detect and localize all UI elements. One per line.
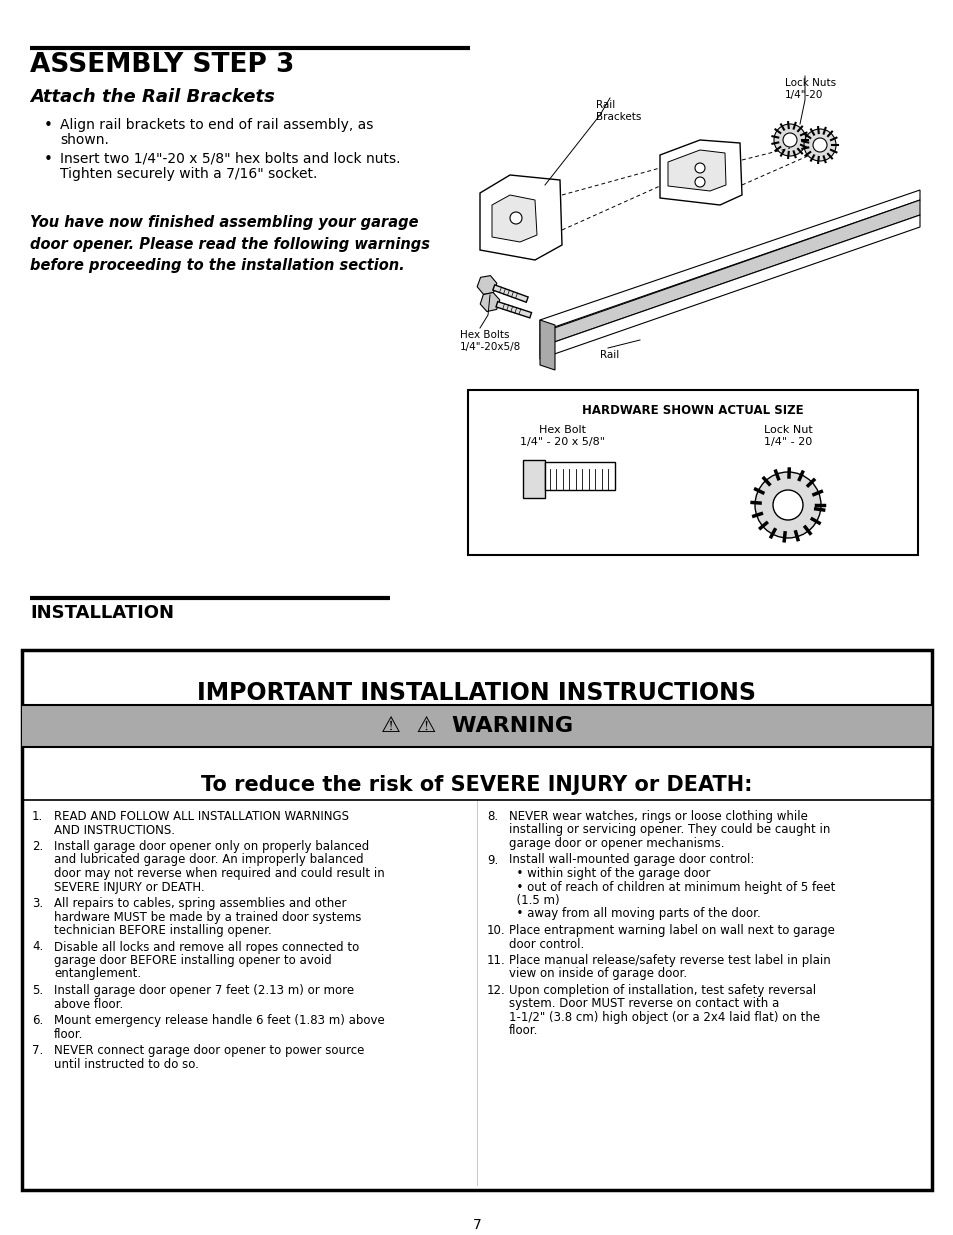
Circle shape bbox=[695, 163, 704, 173]
Text: Insert two 1/4"-20 x 5/8" hex bolts and lock nuts.: Insert two 1/4"-20 x 5/8" hex bolts and … bbox=[60, 152, 400, 165]
Text: 11.: 11. bbox=[486, 953, 505, 967]
FancyBboxPatch shape bbox=[522, 459, 544, 498]
Polygon shape bbox=[539, 215, 919, 359]
Text: 1/4" - 20: 1/4" - 20 bbox=[763, 437, 811, 447]
FancyBboxPatch shape bbox=[22, 705, 931, 747]
Text: 5.: 5. bbox=[32, 984, 43, 997]
Text: floor.: floor. bbox=[54, 1028, 83, 1041]
Text: shown.: shown. bbox=[60, 133, 109, 147]
Text: garage door BEFORE installing opener to avoid: garage door BEFORE installing opener to … bbox=[54, 953, 332, 967]
Text: Hex Bolts
1/4"-20x5/8: Hex Bolts 1/4"-20x5/8 bbox=[459, 330, 520, 352]
Text: AND INSTRUCTIONS.: AND INSTRUCTIONS. bbox=[54, 824, 174, 836]
FancyBboxPatch shape bbox=[468, 390, 917, 555]
Circle shape bbox=[754, 472, 821, 538]
Text: Disable all locks and remove all ropes connected to: Disable all locks and remove all ropes c… bbox=[54, 941, 359, 953]
Text: 12.: 12. bbox=[486, 984, 505, 997]
Circle shape bbox=[772, 490, 802, 520]
Polygon shape bbox=[539, 200, 919, 347]
Text: 8.: 8. bbox=[486, 810, 497, 823]
Text: Upon completion of installation, test safety reversal: Upon completion of installation, test sa… bbox=[509, 984, 815, 997]
Text: 1/4" - 20 x 5/8": 1/4" - 20 x 5/8" bbox=[520, 437, 605, 447]
Circle shape bbox=[782, 133, 796, 147]
Polygon shape bbox=[479, 293, 499, 311]
Text: 9.: 9. bbox=[486, 853, 497, 867]
Polygon shape bbox=[539, 190, 919, 332]
Circle shape bbox=[812, 138, 826, 152]
FancyBboxPatch shape bbox=[22, 650, 931, 1191]
Text: 4.: 4. bbox=[32, 941, 43, 953]
Text: ⚠  ⚠  WARNING: ⚠ ⚠ WARNING bbox=[380, 716, 573, 736]
Text: 6.: 6. bbox=[32, 1014, 43, 1028]
Text: entanglement.: entanglement. bbox=[54, 967, 141, 981]
Text: and lubricated garage door. An improperly balanced: and lubricated garage door. An improperl… bbox=[54, 853, 363, 867]
Text: 7.: 7. bbox=[32, 1044, 43, 1057]
Text: hardware MUST be made by a trained door systems: hardware MUST be made by a trained door … bbox=[54, 910, 361, 924]
Text: IMPORTANT INSTALLATION INSTRUCTIONS: IMPORTANT INSTALLATION INSTRUCTIONS bbox=[197, 680, 756, 705]
Text: HARDWARE SHOWN ACTUAL SIZE: HARDWARE SHOWN ACTUAL SIZE bbox=[581, 404, 803, 417]
Polygon shape bbox=[667, 149, 725, 191]
Text: • within sight of the garage door: • within sight of the garage door bbox=[509, 867, 710, 881]
Polygon shape bbox=[659, 140, 741, 205]
Text: view on inside of garage door.: view on inside of garage door. bbox=[509, 967, 686, 981]
Text: Rail: Rail bbox=[599, 350, 618, 359]
Text: SEVERE INJURY or DEATH.: SEVERE INJURY or DEATH. bbox=[54, 881, 204, 893]
Text: door control.: door control. bbox=[509, 937, 583, 951]
Text: above floor.: above floor. bbox=[54, 998, 123, 1010]
Text: Place manual release/safety reverse test label in plain: Place manual release/safety reverse test… bbox=[509, 953, 830, 967]
Text: • away from all moving parts of the door.: • away from all moving parts of the door… bbox=[509, 908, 760, 920]
Text: Install wall-mounted garage door control:: Install wall-mounted garage door control… bbox=[509, 853, 754, 867]
Text: until instructed to do so.: until instructed to do so. bbox=[54, 1057, 198, 1071]
Text: door may not reverse when required and could result in: door may not reverse when required and c… bbox=[54, 867, 384, 881]
Text: floor.: floor. bbox=[509, 1025, 537, 1037]
Text: •: • bbox=[44, 119, 52, 133]
Text: 7: 7 bbox=[472, 1218, 481, 1233]
Text: Lock Nut: Lock Nut bbox=[762, 425, 812, 435]
Polygon shape bbox=[492, 195, 537, 242]
Circle shape bbox=[510, 212, 521, 224]
Text: 1.: 1. bbox=[32, 810, 43, 823]
Text: All repairs to cables, spring assemblies and other: All repairs to cables, spring assemblies… bbox=[54, 897, 346, 910]
Text: ASSEMBLY STEP 3: ASSEMBLY STEP 3 bbox=[30, 52, 294, 78]
Polygon shape bbox=[479, 175, 561, 261]
Text: 10.: 10. bbox=[486, 924, 505, 937]
Text: You have now finished assembling your garage
door opener. Please read the follow: You have now finished assembling your ga… bbox=[30, 215, 430, 273]
Text: Tighten securely with a 7/16" socket.: Tighten securely with a 7/16" socket. bbox=[60, 167, 317, 182]
Text: •: • bbox=[44, 152, 52, 167]
Text: Lock Nuts
1/4"-20: Lock Nuts 1/4"-20 bbox=[784, 78, 835, 100]
Circle shape bbox=[695, 177, 704, 186]
FancyBboxPatch shape bbox=[544, 462, 615, 490]
Text: NEVER wear watches, rings or loose clothing while: NEVER wear watches, rings or loose cloth… bbox=[509, 810, 807, 823]
Polygon shape bbox=[476, 275, 497, 294]
Text: To reduce the risk of SEVERE INJURY or DEATH:: To reduce the risk of SEVERE INJURY or D… bbox=[201, 776, 752, 795]
Text: Attach the Rail Brackets: Attach the Rail Brackets bbox=[30, 88, 274, 106]
Circle shape bbox=[803, 128, 835, 161]
Text: technician BEFORE installing opener.: technician BEFORE installing opener. bbox=[54, 924, 272, 937]
Text: NEVER connect garage door opener to power source: NEVER connect garage door opener to powe… bbox=[54, 1044, 364, 1057]
Text: system. Door MUST reverse on contact with a: system. Door MUST reverse on contact wit… bbox=[509, 998, 779, 1010]
Text: Place entrapment warning label on wall next to garage: Place entrapment warning label on wall n… bbox=[509, 924, 834, 937]
Text: Rail
Brackets: Rail Brackets bbox=[596, 100, 640, 122]
Text: installing or servicing opener. They could be caught in: installing or servicing opener. They cou… bbox=[509, 824, 829, 836]
Text: 1-1/2" (3.8 cm) high object (or a 2x4 laid flat) on the: 1-1/2" (3.8 cm) high object (or a 2x4 la… bbox=[509, 1011, 820, 1024]
Text: • out of reach of children at minimum height of 5 feet: • out of reach of children at minimum he… bbox=[509, 881, 835, 893]
Polygon shape bbox=[539, 320, 555, 370]
Text: Mount emergency release handle 6 feet (1.83 m) above: Mount emergency release handle 6 feet (1… bbox=[54, 1014, 384, 1028]
Text: READ AND FOLLOW ALL INSTALLATION WARNINGS: READ AND FOLLOW ALL INSTALLATION WARNING… bbox=[54, 810, 349, 823]
Text: Install garage door opener 7 feet (2.13 m) or more: Install garage door opener 7 feet (2.13 … bbox=[54, 984, 354, 997]
Text: Install garage door opener only on properly balanced: Install garage door opener only on prope… bbox=[54, 840, 369, 853]
Text: Align rail brackets to end of rail assembly, as: Align rail brackets to end of rail assem… bbox=[60, 119, 373, 132]
Text: 3.: 3. bbox=[32, 897, 43, 910]
Text: Hex Bolt: Hex Bolt bbox=[539, 425, 586, 435]
Circle shape bbox=[773, 124, 805, 156]
Text: (1.5 m): (1.5 m) bbox=[509, 894, 559, 906]
Text: INSTALLATION: INSTALLATION bbox=[30, 604, 173, 622]
Text: garage door or opener mechanisms.: garage door or opener mechanisms. bbox=[509, 837, 723, 850]
Text: 2.: 2. bbox=[32, 840, 43, 853]
